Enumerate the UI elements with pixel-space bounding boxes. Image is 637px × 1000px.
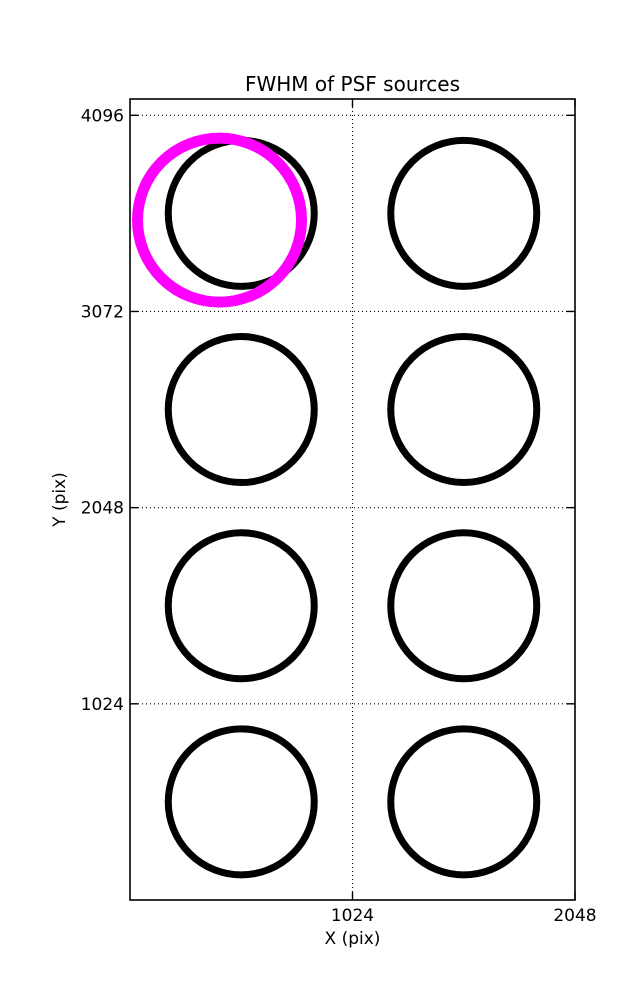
y-tick-label: 3072	[81, 302, 124, 322]
chart-title: FWHM of PSF sources	[245, 72, 460, 96]
psf-source-circles	[164, 725, 318, 879]
x-tick-label: 1024	[331, 906, 374, 926]
y-tick-label: 4096	[81, 106, 124, 126]
gridlines	[130, 99, 576, 900]
psf-circles	[132, 132, 541, 879]
psf-source-circles	[387, 529, 541, 683]
psf-source-circles	[387, 333, 541, 487]
highlighted-source-circle	[132, 132, 308, 308]
axis-ticks	[130, 99, 576, 900]
y-tick-label: 2048	[81, 499, 124, 519]
x-axis-label: X (pix)	[325, 929, 381, 949]
psf-source-circles	[164, 333, 318, 487]
x-tick-label: 2048	[553, 906, 596, 926]
psf-source-circles	[387, 136, 541, 290]
psf-source-circles	[164, 529, 318, 683]
y-axis-label: Y (pix)	[50, 472, 70, 528]
y-tick-label: 1024	[81, 695, 124, 715]
psf-source-circles	[387, 725, 541, 879]
tick-labels: 1024 2048 1024 2048 3072 4096	[81, 106, 597, 926]
